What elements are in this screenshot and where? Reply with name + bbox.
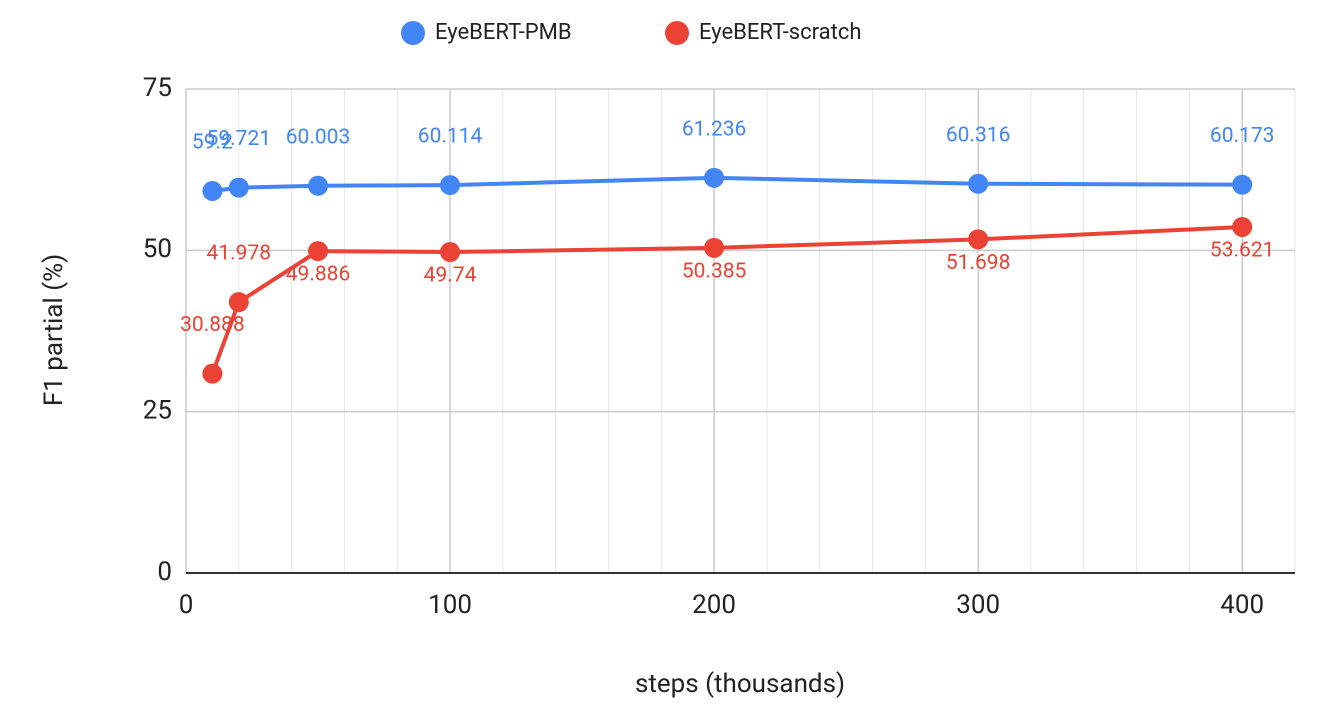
data-point — [202, 180, 223, 201]
data-point — [440, 175, 461, 196]
data-label: 49.74 — [424, 264, 477, 288]
data-label: 53.621 — [1210, 239, 1275, 263]
legend-marker — [665, 21, 689, 45]
x-tick-label: 0 — [179, 590, 194, 620]
data-label: 59.721 — [207, 127, 272, 151]
data-point — [704, 167, 725, 188]
data-point — [968, 173, 989, 194]
series-line — [212, 175, 1243, 193]
series-line — [210, 224, 1243, 375]
data-point — [308, 175, 329, 196]
y-tick-label: 0 — [157, 557, 172, 587]
legend-label: EyeBERT-scratch — [699, 20, 861, 45]
data-point — [968, 229, 989, 250]
data-label: 49.886 — [286, 263, 351, 287]
data-label: 41.978 — [207, 242, 272, 266]
y-tick-label: 50 — [143, 234, 172, 264]
data-label: 51.698 — [946, 251, 1011, 275]
x-tick-label: 400 — [1220, 590, 1264, 620]
legend-marker — [401, 21, 425, 45]
data-point — [202, 363, 223, 384]
y-tick-label: 25 — [143, 396, 172, 426]
data-point — [1232, 174, 1253, 195]
y-axis-label: F1 partial (%) — [39, 254, 69, 406]
y-tick-label: 75 — [143, 73, 172, 103]
data-label: 50.385 — [682, 259, 747, 283]
x-tick-label: 200 — [692, 590, 736, 620]
x-tick-label: 300 — [956, 590, 1000, 620]
data-point — [1232, 216, 1253, 237]
data-point — [228, 177, 249, 198]
x-tick-label: 100 — [428, 590, 472, 620]
data-point — [308, 241, 329, 262]
data-label: 60.316 — [946, 123, 1011, 147]
data-label: 60.173 — [1210, 124, 1275, 148]
data-label: 60.114 — [418, 125, 483, 149]
data-label: 59.2 — [192, 131, 233, 155]
data-label: 30.888 — [180, 313, 245, 337]
data-point — [228, 292, 249, 313]
data-point — [440, 242, 461, 263]
data-label: 60.003 — [286, 125, 351, 149]
data-label: 61.236 — [682, 117, 747, 141]
data-point — [704, 237, 725, 258]
x-axis-label: steps (thousands) — [635, 669, 845, 699]
legend-label: EyeBERT-PMB — [435, 20, 572, 45]
